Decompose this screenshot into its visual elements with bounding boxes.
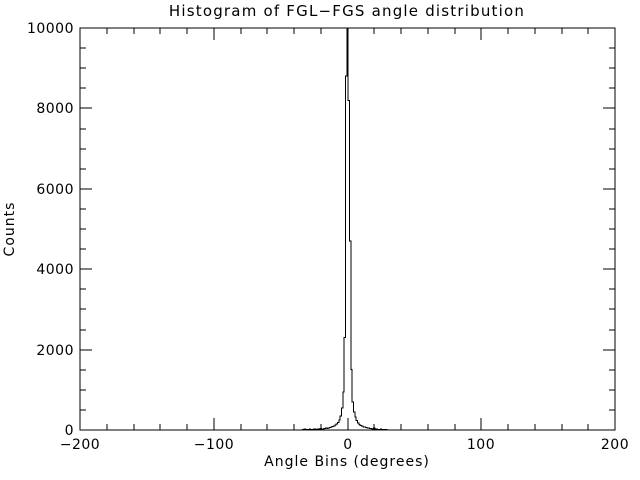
y-tick-label: 0 [65, 423, 74, 439]
x-tick-label: −100 [194, 437, 234, 453]
x-axis-label: Angle Bins (degrees) [264, 454, 430, 470]
x-tick-label: 100 [467, 437, 495, 453]
histogram-curve [80, 27, 615, 431]
chart-title: Histogram of FGL−FGS angle distribution [169, 2, 525, 20]
x-tick-label: 0 [343, 437, 352, 453]
plot-frame [79, 27, 616, 431]
y-tick-label: 10000 [27, 21, 74, 37]
y-tick-label: 8000 [36, 101, 74, 117]
y-tick-label: 4000 [36, 262, 74, 278]
y-axis-label: Counts [2, 202, 18, 257]
x-tick-label: −200 [60, 437, 100, 453]
y-tick-label: 2000 [36, 343, 74, 359]
y-tick-label: 6000 [36, 182, 74, 198]
x-tick-label: 200 [601, 437, 629, 453]
